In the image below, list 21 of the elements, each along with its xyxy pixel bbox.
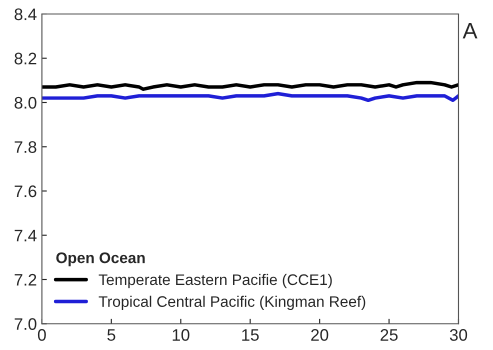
x-tick-label: 15 — [242, 329, 259, 341]
y-tick-label: 7.2 — [14, 274, 36, 286]
y-tick-label: 7.8 — [14, 141, 36, 153]
x-tick-label: 25 — [380, 329, 398, 341]
y-tick-label: 8.4 — [14, 8, 37, 20]
y-tick-label: 7.6 — [14, 185, 36, 198]
y-tick-label: 7.4 — [14, 230, 37, 242]
y-tick-label: 8.2 — [14, 52, 36, 64]
line-series — [42, 80, 458, 91]
x-tick-label: 0 — [38, 329, 46, 341]
x-tick-label: 30 — [450, 329, 468, 341]
text: A — [462, 23, 478, 38]
x-tick-label: 5 — [107, 329, 116, 341]
legend-title: Open Ocean — [56, 252, 145, 266]
y-tick-label: 8.0 — [14, 96, 36, 109]
x-tick-label: 20 — [311, 329, 328, 341]
x-tick-label: 10 — [172, 329, 190, 341]
line-series — [42, 92, 458, 102]
legend-label: Tropical Central Pacific (Kingman Reef) — [98, 296, 366, 310]
y-tick-label: 7.0 — [14, 318, 36, 330]
legend-label: Temperate Eastern Pacifie (CCE1) — [98, 274, 332, 288]
